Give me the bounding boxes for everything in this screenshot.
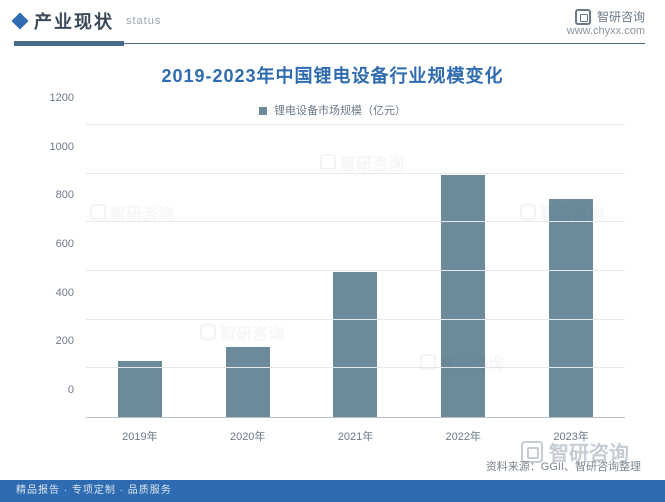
bar-wrap [302,126,410,417]
website-url: www.chyxx.com [567,25,645,37]
grid-line [86,124,625,125]
y-tick-label: 200 [38,335,74,347]
bar-wrap [517,126,625,417]
y-tick-label: 800 [38,189,74,201]
grid-line [86,173,625,174]
x-label: 2023年 [517,422,625,446]
legend-swatch-icon [259,107,267,115]
brand-logo-icon [575,9,591,25]
section-label: 产业现状 [34,8,114,34]
brand-row: 智研咨询 [567,8,645,25]
section-sub: status [126,15,161,27]
y-tick-label: 0 [38,384,74,396]
bar [549,199,593,417]
grid-line [86,367,625,368]
y-tick-label: 1000 [38,141,74,153]
x-label: 2020年 [194,422,302,446]
x-label: 2022年 [409,422,517,446]
plot-region [86,126,625,418]
x-label: 2021年 [302,422,410,446]
y-tick-label: 400 [38,287,74,299]
brand-name: 智研咨询 [597,8,645,25]
footer-bar: 精品报告 · 专项定制 · 品质服务 [0,480,665,502]
grid-line [86,221,625,222]
bar-wrap [194,126,302,417]
bars-container [86,126,625,417]
y-tick-label: 600 [38,238,74,250]
bar [118,361,162,417]
chart-title: 2019-2023年中国锂电设备行业规模变化 [0,62,665,88]
x-label: 2019年 [86,422,194,446]
bar [333,272,377,418]
x-axis-labels: 2019年2020年2021年2022年2023年 [86,422,625,446]
bar [441,175,485,418]
chart-legend: 锂电设备市场规模（亿元） [0,102,665,118]
bar-wrap [86,126,194,417]
chart-area: 020040060080010001200 2019年2020年2021年202… [50,126,635,446]
y-axis: 020040060080010001200 [42,126,82,418]
diamond-icon [12,13,29,30]
source-text: 资料来源：GGII、智研咨询整理 [486,458,641,474]
bar [226,347,270,417]
header-left: 产业现状 status [14,8,161,34]
bar-wrap [409,126,517,417]
grid-line [86,270,625,271]
legend-label: 锂电设备市场规模（亿元） [274,105,406,117]
grid-line [86,319,625,320]
header-right: 智研咨询 www.chyxx.com [567,8,645,37]
header: 产业现状 status 智研咨询 www.chyxx.com [0,0,665,37]
y-tick-label: 1200 [38,92,74,104]
divider-line [14,43,645,44]
